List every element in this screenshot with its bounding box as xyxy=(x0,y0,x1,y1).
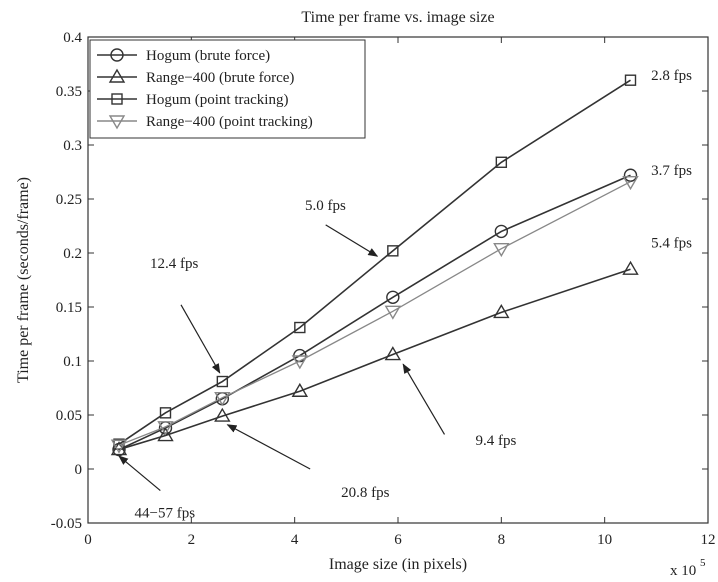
series-line xyxy=(118,174,631,451)
y-tick-label: 0 xyxy=(75,462,83,478)
y-tick-label: 0.4 xyxy=(63,30,82,46)
x-tick-label: 0 xyxy=(84,532,92,548)
data-point xyxy=(384,346,402,361)
data-point xyxy=(294,321,306,334)
data-point xyxy=(493,304,510,319)
legend-entry: Range−400 (point tracking) xyxy=(97,114,313,130)
annotation-label: 2.8 fps xyxy=(651,68,692,84)
data-point xyxy=(157,421,174,436)
series-layer xyxy=(110,74,639,457)
y-tick-label: 0.3 xyxy=(63,138,82,154)
x-tick-label: 2 xyxy=(188,532,196,548)
series-line xyxy=(118,181,631,446)
legend-marker xyxy=(111,93,123,105)
series-3 xyxy=(113,74,637,450)
series-line xyxy=(118,79,631,445)
y-axis: -0.05 0 0.05 0.1 0.15 0.2 0.25 0.3 0.35 0.4 xyxy=(51,30,708,532)
legend-entry: Hogum (brute force) xyxy=(97,48,270,64)
legend-marker xyxy=(110,48,124,62)
y-tick-label: 0.25 xyxy=(56,192,82,208)
y-axis-title: Time per frame (seconds/frame) xyxy=(15,177,32,383)
data-point xyxy=(494,224,509,239)
annotation-arrow xyxy=(226,424,311,470)
annotation-label: 5.0 fps xyxy=(305,198,346,214)
x-tick-label: 4 xyxy=(291,532,299,548)
y-tick-label: 0.35 xyxy=(56,84,82,100)
legend-marker xyxy=(108,68,126,83)
series-2 xyxy=(110,260,639,456)
x-tick-label: 6 xyxy=(394,532,402,548)
data-point xyxy=(159,407,172,419)
data-point xyxy=(291,355,309,370)
data-point xyxy=(493,242,510,258)
annotation-arrow xyxy=(118,455,161,492)
y-tick-label: 0.05 xyxy=(56,408,82,424)
chart-title: Time per frame vs. image size xyxy=(301,9,494,26)
series-4 xyxy=(110,176,639,454)
annotation-layer: 2.8 fps 3.7 fps 5.4 fps 5.0 fps 12.4 fps 9.4 … xyxy=(118,68,692,522)
series-line xyxy=(118,268,631,451)
y-tick-label: 0.1 xyxy=(63,354,82,370)
data-point xyxy=(214,407,231,422)
legend-entry: Hogum (point tracking) xyxy=(97,92,288,108)
data-point xyxy=(216,375,229,388)
series-1 xyxy=(112,168,638,457)
legend-marker xyxy=(108,115,126,130)
data-point xyxy=(622,260,639,275)
data-point xyxy=(624,74,637,86)
data-point xyxy=(214,392,231,407)
legend-label: Range−400 (brute force) xyxy=(146,70,294,86)
x-multiplier-base: x 10 xyxy=(670,563,696,579)
y-tick-label: 0.15 xyxy=(56,300,82,316)
annotation-arrow xyxy=(402,363,446,435)
legend-label: Range−400 (point tracking) xyxy=(146,114,313,130)
annotation-label: 3.7 fps xyxy=(651,163,692,179)
legend-label: Hogum (point tracking) xyxy=(146,92,288,108)
legend-entry: Range−400 (brute force) xyxy=(97,68,294,86)
annotation-label: 20.8 fps xyxy=(341,485,389,501)
x-tick-label: 12 xyxy=(701,532,716,548)
data-point xyxy=(291,382,309,397)
x-tick-label: 10 xyxy=(597,532,612,548)
data-point xyxy=(387,245,399,257)
annotation-label: 44−57 fps xyxy=(135,506,196,522)
y-tick-label: -0.05 xyxy=(51,516,82,532)
data-point xyxy=(386,290,400,304)
x-axis-multiplier: x 10 5 xyxy=(670,557,706,579)
x-axis-title: Image size (in pixels) xyxy=(329,556,467,573)
y-tick-label: 0.2 xyxy=(63,246,82,262)
legend-label: Hogum (brute force) xyxy=(146,48,270,64)
data-point xyxy=(622,176,639,191)
x-axis: 0 2 4 6 8 10 12 xyxy=(84,37,716,548)
annotation-arrow xyxy=(325,224,379,257)
annotation-label: 9.4 fps xyxy=(476,433,517,449)
annotation-arrow xyxy=(180,304,221,374)
data-point xyxy=(157,427,174,442)
annotation-label: 5.4 fps xyxy=(651,236,692,252)
annotation-label: 12.4 fps xyxy=(150,256,198,272)
x-multiplier-exponent: 5 xyxy=(700,557,706,569)
data-point xyxy=(495,156,508,168)
x-tick-label: 8 xyxy=(498,532,506,548)
data-point xyxy=(384,305,402,320)
legend: Hogum (brute force) Range−400 (brute forc… xyxy=(89,39,366,139)
data-point xyxy=(623,168,638,182)
data-point xyxy=(110,439,128,454)
